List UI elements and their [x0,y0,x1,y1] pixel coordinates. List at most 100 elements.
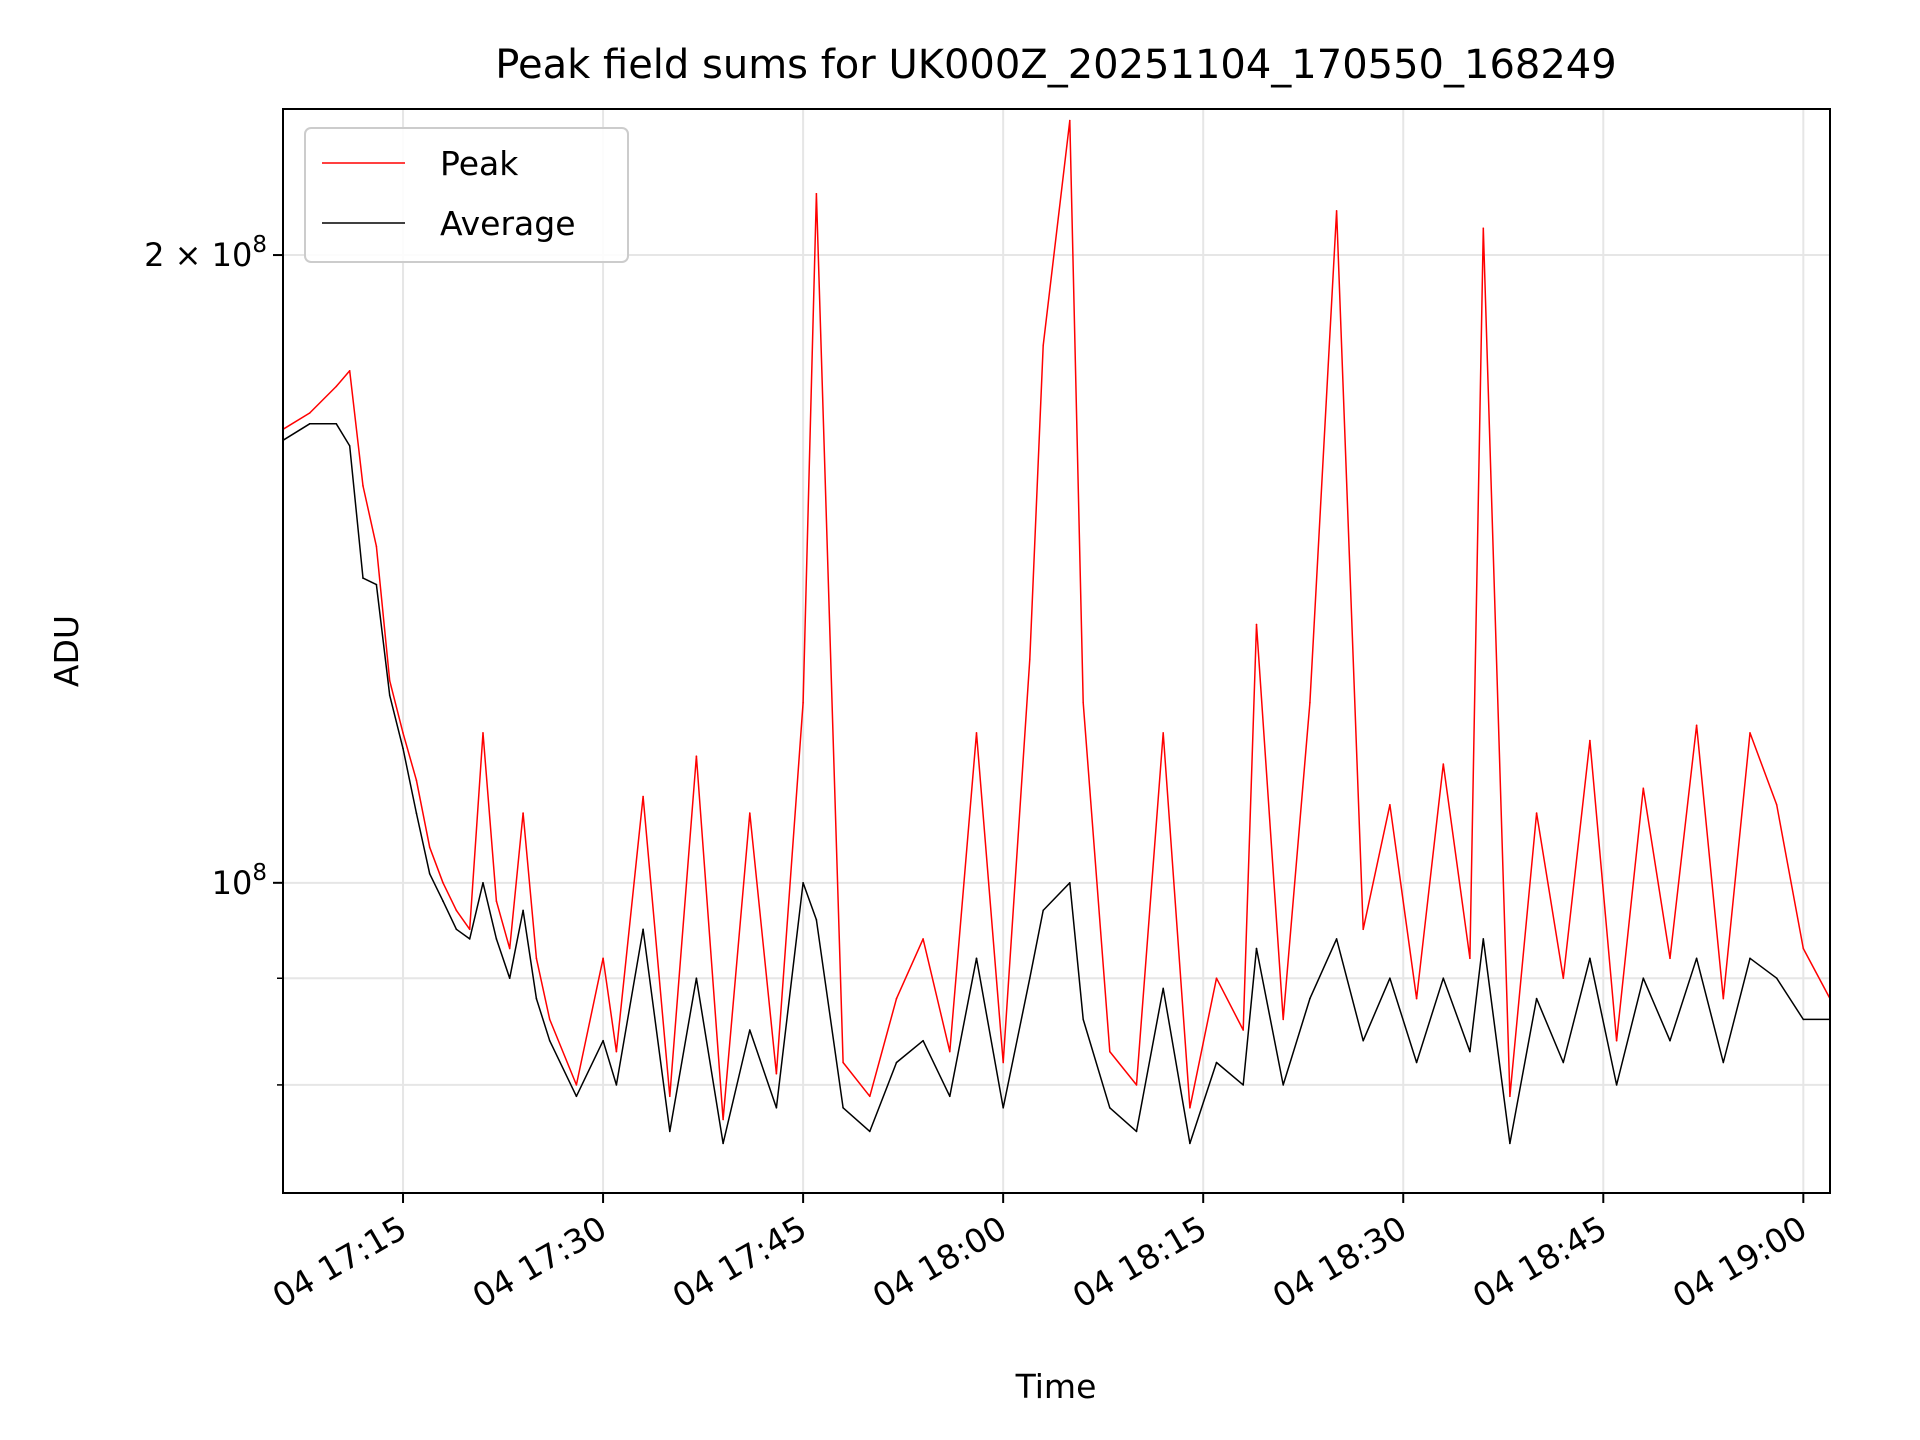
data-point-peak [495,900,498,902]
data-point-average [308,423,311,425]
data-point-peak [1615,1039,1618,1042]
data-point-peak [642,795,644,798]
data-point-average [815,919,818,921]
data-point-average [1775,977,1778,979]
data-point-peak [869,1095,871,1098]
data-point-average [1642,977,1645,979]
y-axis-label: ADU [47,615,86,687]
data-point-peak [375,545,378,548]
data-point-peak [415,779,418,781]
data-point-average [1242,1084,1244,1086]
data-point-peak [1082,701,1084,704]
data-point-average [375,583,378,586]
series-lines [282,119,1831,1145]
legend-box [304,127,629,263]
data-point-average [415,812,418,814]
series-line-average [282,423,1830,1145]
data-point-average [548,1039,551,1042]
data-point-average [495,938,498,940]
data-point-average [1189,1142,1191,1145]
data-point-average [468,938,471,940]
data-point-peak [1669,957,1671,960]
series-line-peak [282,119,1831,1121]
data-point-average [695,977,698,979]
y-tick-label: 2 × 108 [144,232,267,274]
data-point-peak [749,812,751,814]
data-point-average [522,909,524,912]
data-point-peak [695,755,698,757]
data-point-average [455,928,458,931]
data-point-peak [482,732,484,734]
plot-frame [282,108,1831,1194]
data-point-average [1162,987,1164,990]
legend: Peak Average [304,127,629,263]
data-point-peak [535,957,538,960]
x-axis-label: Time [1015,1367,1097,1406]
data-point-peak [1335,210,1338,212]
data-point-peak [1589,739,1591,742]
data-point-average [775,1107,778,1109]
chart-title: Peak field sums for UK000Z_20251104_1705… [495,42,1616,88]
data-point-peak [508,947,511,950]
data-point-peak [1242,1029,1244,1031]
data-point-peak [1469,957,1471,960]
data-point-average [482,882,484,884]
data-point-average [1695,957,1698,960]
legend-peak-label: Peak [440,144,519,183]
data-point-peak [802,701,804,704]
data-point-average [1029,977,1031,979]
y-axis-ticks: 2 × 108 10 8 [144,232,283,1086]
data-point-peak [1255,623,1258,626]
data-point-average [1562,1061,1565,1064]
data-point-average [842,1107,844,1109]
data-point-average [922,1039,924,1042]
data-point-peak [1069,119,1071,122]
data-point-average [1669,1039,1671,1042]
data-point-average [669,1130,671,1133]
data-point-average [1615,1084,1618,1086]
data-point-peak [1802,947,1805,950]
data-point-peak [308,412,311,414]
data-point-peak [1509,1095,1511,1098]
data-point-average [642,928,644,931]
data-point-average [535,997,538,1000]
data-point-average [388,694,391,697]
data-point-peak [1029,658,1031,660]
data-point-average [1389,977,1391,979]
data-point-peak [468,928,471,931]
data-point-peak [1135,1084,1138,1086]
data-point-average [1589,957,1591,960]
y-tick-label-base: 2 × 10 [144,236,252,274]
data-point-average [402,747,404,750]
data-point-peak [522,812,524,814]
data-point-peak [455,909,458,912]
data-point-average [749,1029,751,1031]
data-point-peak [1695,724,1698,727]
data-point-peak [1002,1061,1004,1064]
data-point-peak [1109,1050,1111,1053]
data-point-peak [1749,732,1751,734]
data-point-average [1069,882,1071,884]
data-point-peak [1722,997,1725,1000]
data-point-average [1415,1061,1418,1064]
data-point-average [1255,947,1258,950]
data-point-peak [442,882,444,884]
y-tick-label-base: 10 [212,864,253,902]
data-point-peak [1309,701,1311,704]
data-point-average [1309,997,1311,1000]
data-point-peak [402,732,404,734]
data-point-average [975,957,978,960]
data-point-peak [1215,977,1218,979]
data-point-average [1082,1018,1084,1021]
y-tick-label-exponent: 8 [252,232,267,258]
series-points-peak [282,119,1831,1121]
data-point-peak [615,1050,618,1053]
data-point-average [1282,1084,1284,1086]
data-point-peak [775,1072,778,1075]
data-point-average [442,900,444,902]
data-point-average [1722,1061,1725,1064]
data-point-average [362,577,364,579]
data-point-average [722,1142,724,1145]
data-point-average [1042,909,1044,912]
data-point-peak [669,1095,671,1098]
